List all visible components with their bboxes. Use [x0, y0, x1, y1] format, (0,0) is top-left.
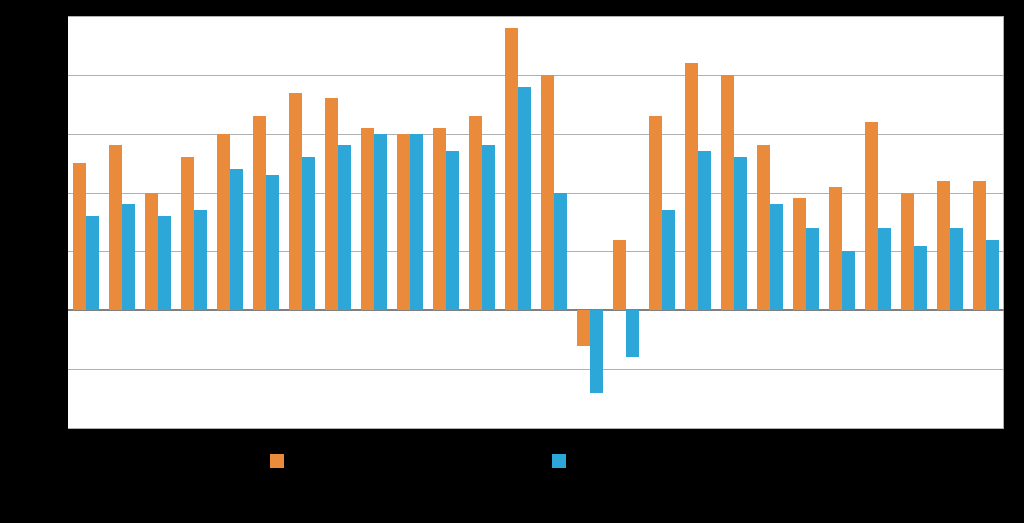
bar-series-a — [901, 193, 914, 311]
legend — [270, 454, 574, 468]
bar-series-a — [361, 128, 374, 310]
bar-series-b — [158, 216, 171, 310]
gridline — [68, 369, 1004, 370]
bar-series-a — [433, 128, 446, 310]
bar-series-a — [973, 181, 986, 310]
bar-series-b — [554, 193, 567, 311]
bar-series-a — [685, 63, 698, 310]
bar-series-a — [145, 193, 158, 311]
bar-series-a — [217, 134, 230, 311]
bar-series-b — [986, 240, 999, 311]
chart-root — [0, 0, 1024, 523]
bar-series-b — [770, 204, 783, 310]
bar-series-b — [914, 246, 927, 311]
bar-series-a — [253, 116, 266, 310]
bar-series-b — [878, 228, 891, 310]
bar-series-a — [73, 163, 86, 310]
bar-series-b — [410, 134, 423, 311]
zero-line — [68, 309, 1004, 311]
bar-series-b — [842, 251, 855, 310]
bar-series-b — [266, 175, 279, 310]
bar-series-b — [446, 151, 459, 310]
gridline — [68, 134, 1004, 135]
bar-series-b — [482, 145, 495, 310]
plot-right-border — [1003, 16, 1004, 428]
bar-series-a — [649, 116, 662, 310]
bar-series-b — [230, 169, 243, 310]
legend-swatch-series-a — [270, 454, 284, 468]
bar-series-b — [122, 204, 135, 310]
bar-series-b — [806, 228, 819, 310]
bar-series-a — [325, 98, 338, 310]
gridline — [68, 193, 1004, 194]
bar-series-a — [757, 145, 770, 310]
gridline — [68, 251, 1004, 252]
bar-series-a — [109, 145, 122, 310]
bar-series-a — [469, 116, 482, 310]
bar-series-b — [518, 87, 531, 311]
bar-series-a — [829, 187, 842, 311]
bar-series-b — [590, 310, 603, 392]
gridline — [68, 428, 1004, 429]
bar-series-b — [734, 157, 747, 310]
legend-item-series-b — [552, 454, 574, 468]
bar-series-b — [662, 210, 675, 310]
bar-series-a — [721, 75, 734, 310]
bar-series-a — [397, 134, 410, 311]
plot-area — [68, 16, 1004, 428]
bar-series-a — [289, 93, 302, 311]
bar-series-b — [302, 157, 315, 310]
bar-series-a — [865, 122, 878, 310]
bar-series-a — [613, 240, 626, 311]
bar-series-b — [194, 210, 207, 310]
bar-series-b — [698, 151, 711, 310]
bar-series-a — [577, 310, 590, 345]
bar-series-a — [541, 75, 554, 310]
bar-series-b — [374, 134, 387, 311]
bar-series-b — [338, 145, 351, 310]
bar-series-b — [950, 228, 963, 310]
gridline — [68, 75, 1004, 76]
bar-series-b — [86, 216, 99, 310]
bar-series-a — [793, 198, 806, 310]
gridline — [68, 16, 1004, 17]
bar-series-b — [626, 310, 639, 357]
bar-series-a — [937, 181, 950, 310]
bar-series-a — [505, 28, 518, 311]
legend-swatch-series-b — [552, 454, 566, 468]
legend-item-series-a — [270, 454, 292, 468]
bar-series-a — [181, 157, 194, 310]
